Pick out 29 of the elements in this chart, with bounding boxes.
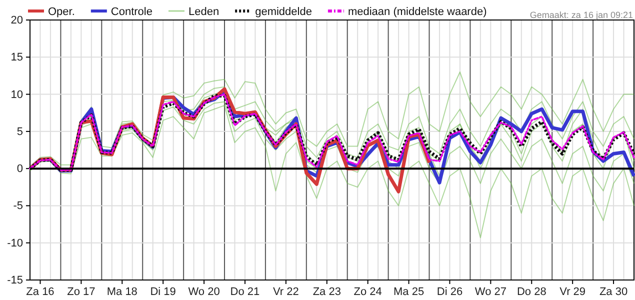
x-tick-label: Wo 27 [474,286,506,298]
legend-label: Leden [188,6,220,18]
x-tick-label: Za 16 [26,286,54,298]
y-tick-label: 0 [16,163,23,176]
legend-label: gemiddelde [255,6,312,18]
y-tick-label: -15 [7,274,23,287]
y-tick-label: 5 [16,126,23,138]
x-tick-label: Di 26 [436,286,463,298]
legend-label: Oper. [48,6,75,18]
x-tick-label: Wo 20 [188,286,220,298]
x-tick-label: Di 19 [150,286,176,298]
text: Gemaakt: za 16 jan 09:21 [530,10,633,20]
y-tick-label: -10 [7,237,23,250]
x-tick-label: Zo 24 [354,286,382,298]
x-tick-label: Za 30 [599,286,628,298]
y-tick-label: 15 [10,52,23,64]
y-tick-label: -5 [13,200,23,212]
x-tick-label: Ma 25 [393,286,424,298]
x-tick-label: Do 28 [516,286,546,298]
x-tick-label: Ma 18 [106,286,138,298]
legend-label: mediaan (middelste waarde) [348,6,487,18]
y-tick-label: 10 [10,88,23,101]
x-tick-label: Do 21 [230,286,260,298]
x-tick-label: Vr 29 [560,286,586,298]
legend-label: Controle [110,6,152,18]
x-tick-label: Za 23 [312,286,341,298]
x-tick-label: Zo 17 [67,286,96,298]
y-tick-label: 20 [10,14,23,27]
x-tick-label: Vr 22 [272,286,299,298]
